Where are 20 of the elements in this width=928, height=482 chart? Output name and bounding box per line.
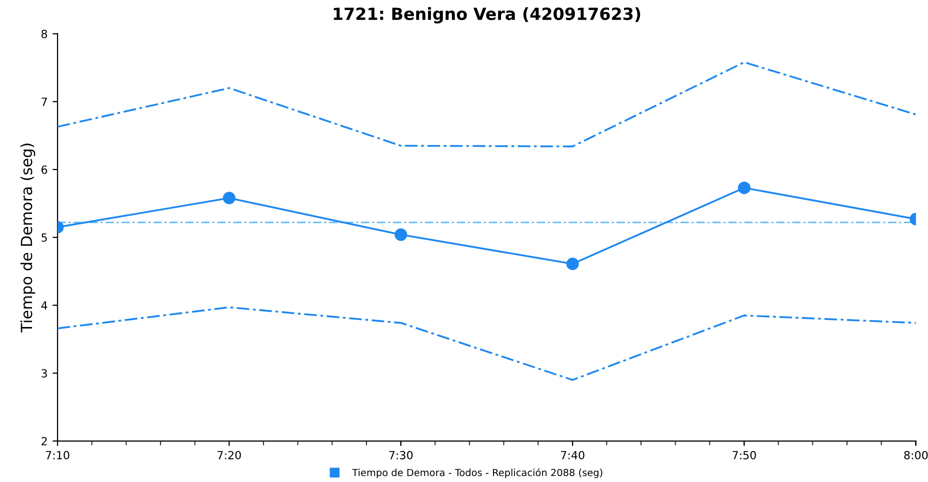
y-axis-title: Tiempo de Demora (seg)	[20, 144, 36, 332]
point	[394, 228, 408, 241]
x-tick-label: 7:30	[389, 450, 413, 460]
x-tick-label: 7:10	[46, 450, 70, 460]
x-tick-label: 7:40	[561, 450, 584, 460]
y-tick-label: 4	[41, 301, 48, 310]
x-tick-label: 7:20	[218, 450, 241, 460]
line-series	[58, 61, 916, 148]
y-tick-label: 6	[42, 165, 48, 174]
y-tick-label: 2	[42, 437, 47, 446]
y-tick-label: 5	[42, 234, 47, 242]
y-tick-label: 3	[42, 369, 47, 378]
x-tick-label: 7:50	[732, 450, 756, 460]
y-tick-label: 7	[42, 98, 47, 106]
point	[566, 258, 579, 270]
line-series	[58, 306, 916, 381]
legend-label: Tiempo de Demora - Todos - Replicación 2088 (seg)	[352, 468, 602, 478]
y-tick-label: 8	[42, 30, 48, 38]
x-tick-label: 8:00	[904, 450, 928, 460]
chart-title: 1721: Benigno Vera (420917623)	[334, 7, 640, 24]
